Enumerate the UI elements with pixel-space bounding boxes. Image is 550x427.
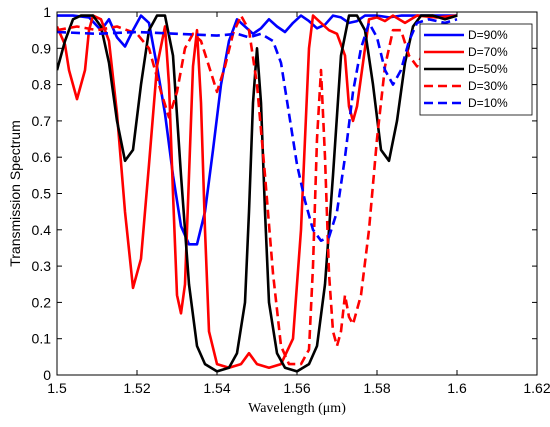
series-line-2: [57, 14, 458, 369]
x-tick-label: 1.5: [47, 380, 67, 396]
legend-entry-label: D=10%: [468, 96, 508, 110]
y-tick-label: 0.2: [32, 294, 52, 310]
series-layer: [57, 14, 458, 373]
x-tick-label: 1.56: [283, 380, 310, 396]
y-tick-label: 0.3: [32, 258, 52, 274]
legend-entry-label: D=90%: [468, 28, 508, 42]
x-tick-label: 1.54: [203, 380, 230, 396]
y-tick-label: 0.8: [32, 77, 52, 93]
y-tick-label: 0: [43, 367, 51, 383]
series-line-1: [57, 14, 457, 246]
series-line-4: [57, 14, 458, 366]
y-tick-label: 0.1: [32, 331, 52, 347]
x-tick-label: 1.6: [447, 380, 467, 396]
x-tick-label: 1.52: [123, 380, 150, 396]
legend-entry-label: D=30%: [468, 79, 508, 93]
y-tick-label: 0.5: [32, 186, 52, 202]
y-tick-label: 0.6: [32, 149, 52, 165]
x-tick-label: 1.58: [363, 380, 390, 396]
y-tick-label: 0.7: [32, 113, 52, 129]
y-tick-label: 0.4: [32, 222, 52, 238]
legend: D=90% D=70% D=50% D=30% D=10%: [419, 23, 533, 116]
x-axis-label: Wavelength (μm): [248, 401, 346, 416]
series-line-3: [57, 14, 458, 373]
y-tick-label: 0.9: [32, 40, 52, 56]
y-axis-label: Transmission Spectrum: [7, 120, 23, 267]
legend-entry-label: D=70%: [468, 45, 508, 59]
x-tick-label: 1.62: [523, 380, 550, 396]
ticks-layer: 1.5 1.52 1.54 1.56 1.58 1.6 1.62 0 0.1 0.2 0.3 0.4 0…: [32, 4, 550, 396]
series-line-5: [57, 18, 458, 242]
legend-entry-label: D=50%: [468, 62, 508, 76]
y-tick-label: 1: [43, 4, 51, 20]
